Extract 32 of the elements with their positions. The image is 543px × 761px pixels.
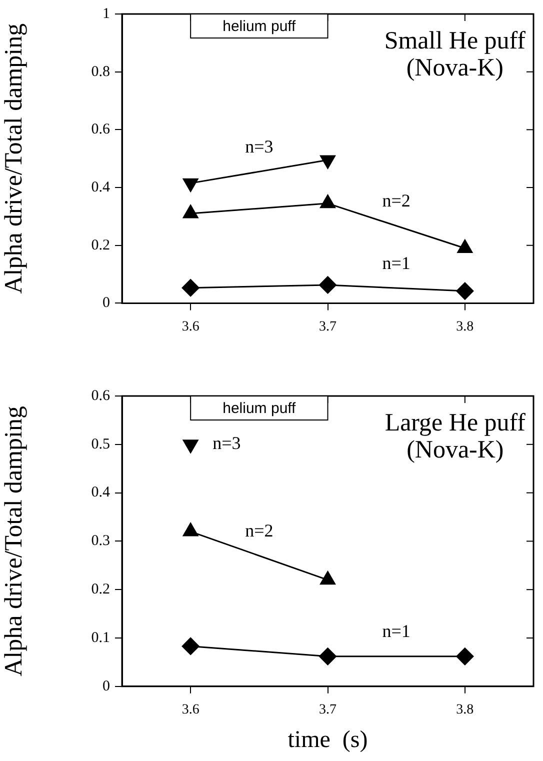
x-tick-label: 3.6 [182,702,200,718]
x-tick-label: 3.8 [456,702,474,718]
series-label: n=1 [382,621,410,642]
series-label: n=1 [382,252,410,273]
x-axis-title: time (s) [288,726,368,753]
series-label: n=2 [245,520,274,540]
x-tick-label: 3.7 [319,702,336,718]
text: Small He puff (Nova-K) [384,28,526,82]
y-tick-label: 0.1 [91,630,110,646]
y-tick-label: 0.4 [91,484,110,501]
y-tick-label: 0 [102,678,110,694]
y-tick-label: 0.5 [91,436,110,452]
series-label: n=2 [382,190,410,211]
series-label: n=3 [245,136,274,156]
x-tick-label: 3.7 [319,319,336,334]
y-tick-label: 0.2 [91,237,110,254]
y-tick-label: 0 [102,295,110,312]
y-tick-label: 0.8 [91,64,110,80]
y-tick-label: 0.6 [91,122,110,138]
y-tick-label: 1 [102,6,110,22]
y-tick-label: 0.3 [91,533,110,550]
x-tick-label: 3.6 [182,319,200,334]
band-label: helium puff [222,18,297,36]
y-tick-label: 0.4 [91,179,110,196]
series-label: n=3 [212,433,241,454]
text: Large He puff (Nova-K) [384,410,526,464]
y-tick-label: 0.6 [91,388,110,404]
y-axis-title: Alpha drive/Total damping [0,22,28,294]
y-tick-label: 0.2 [91,582,110,598]
band-label: helium puff [222,400,297,418]
y-axis-title: Alpha drive/Total damping [0,406,28,676]
x-tick-label: 3.8 [456,319,474,334]
